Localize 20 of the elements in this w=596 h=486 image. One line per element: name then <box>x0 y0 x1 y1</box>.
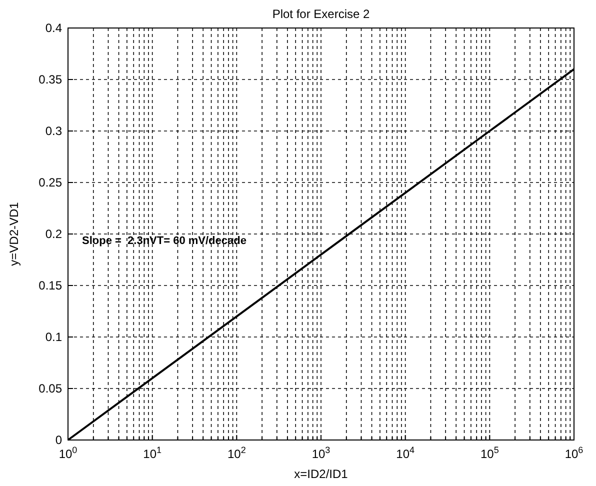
x-tick-label: 10$^{1}$ <box>143 445 162 461</box>
y-tick-label: 0.4 <box>45 21 62 35</box>
y-tick-label: 0.25 <box>38 176 62 190</box>
y-tick-label: 0.1 <box>45 330 62 344</box>
y-tick-label: 0.2 <box>45 227 62 241</box>
x-tick-label: 10$^{2}$ <box>227 445 246 461</box>
x-tick-label: 10$^{6}$ <box>564 445 584 461</box>
y-tick-label: 0.05 <box>38 382 62 396</box>
x-tick-label: 10$^{0}$ <box>58 445 78 461</box>
x-tick-label: 10$^{3}$ <box>312 445 330 461</box>
y-tick-label: 0.15 <box>38 278 62 292</box>
x-tick-label: 10$^{4}$ <box>396 445 415 461</box>
annotation: Slope = 2.3nVT= 60 mV/decade <box>82 235 246 247</box>
y-tick-label: 0 <box>55 433 62 447</box>
x-axis-title: x=ID2/ID1 <box>294 467 348 481</box>
x-tick-label: 10$^{5}$ <box>480 445 499 461</box>
y-axis-title: y=VD2-VD1 <box>7 202 21 266</box>
y-tick-label: 0.3 <box>45 124 62 138</box>
chart-title: Plot for Exercise 2 <box>272 7 370 21</box>
y-tick-label: 0.35 <box>38 72 62 86</box>
